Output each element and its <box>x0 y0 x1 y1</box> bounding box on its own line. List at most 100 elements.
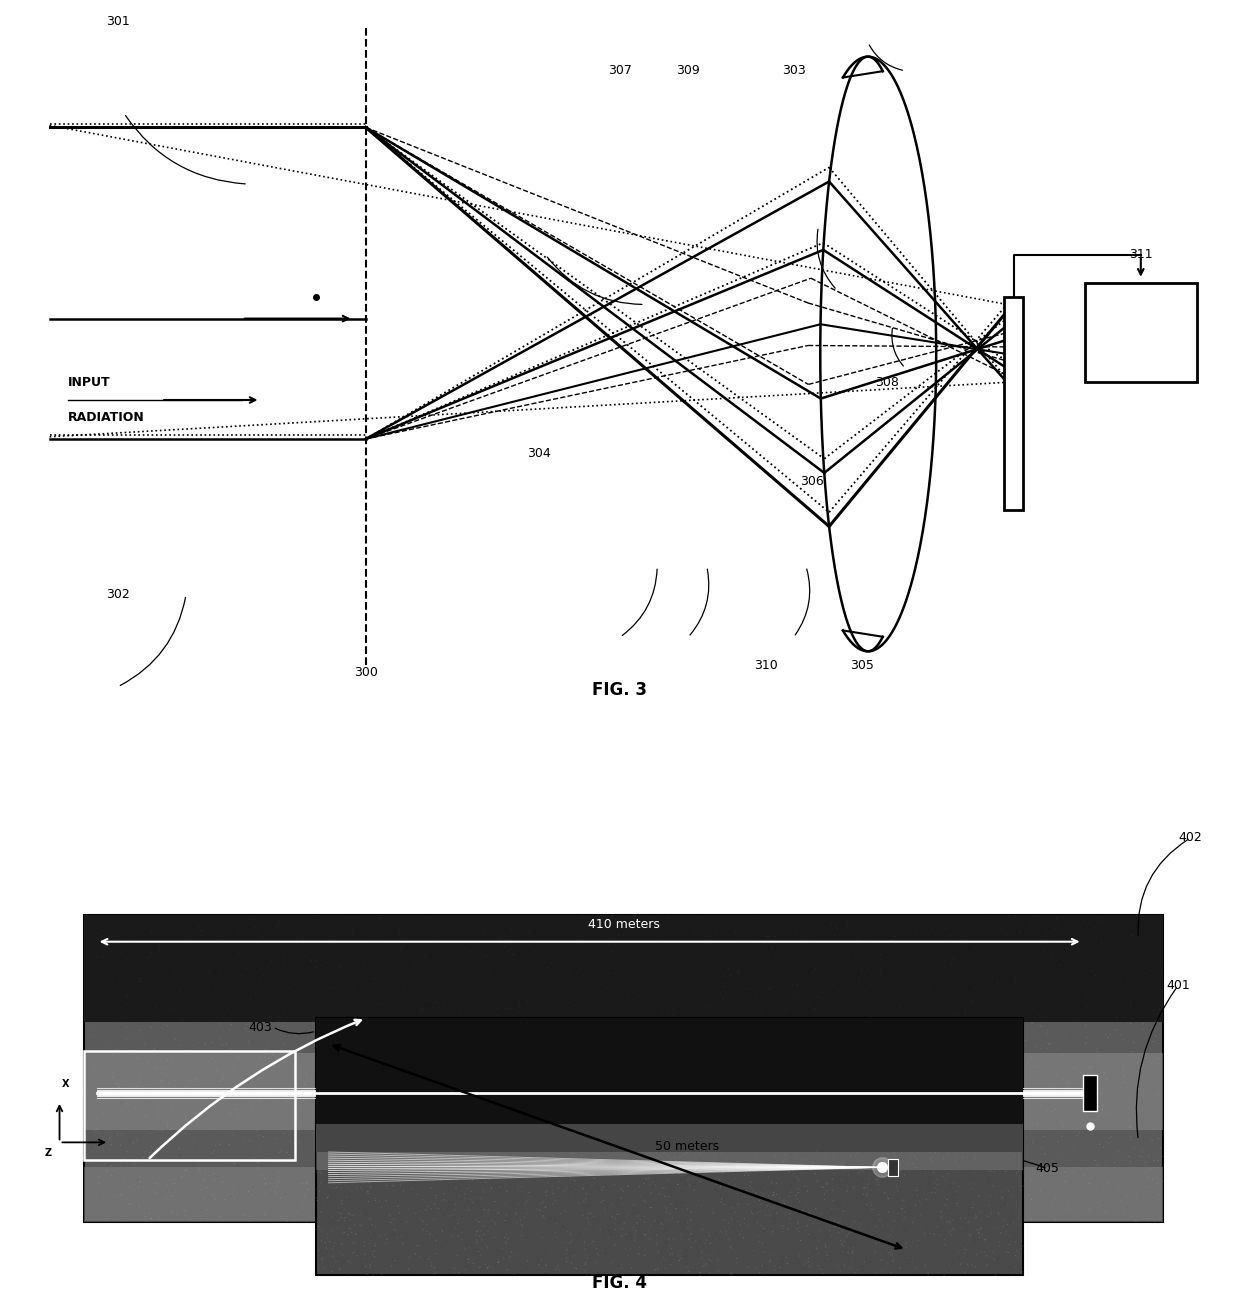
Point <box>960 1237 980 1257</box>
Point <box>422 960 441 981</box>
Point <box>657 1202 677 1222</box>
Point <box>935 1050 955 1070</box>
Point <box>629 1016 649 1037</box>
Point <box>486 913 506 934</box>
Point <box>157 1164 177 1185</box>
Point <box>812 989 832 1009</box>
Point <box>697 1177 717 1198</box>
Point <box>852 960 872 981</box>
Point <box>807 1044 827 1065</box>
Point <box>270 1082 290 1103</box>
Point <box>295 1137 315 1157</box>
Point <box>316 927 336 948</box>
Point <box>825 1066 844 1087</box>
Point <box>854 1186 874 1207</box>
Point <box>553 1202 573 1222</box>
Point <box>335 1118 355 1139</box>
Point <box>667 1237 687 1257</box>
Point <box>804 1238 823 1259</box>
Point <box>205 1073 224 1094</box>
Point <box>542 1031 562 1052</box>
Point <box>815 1052 835 1073</box>
Point <box>883 1251 903 1272</box>
Point <box>875 1151 895 1172</box>
Point <box>998 1151 1018 1172</box>
Point <box>862 1261 882 1282</box>
Point <box>911 1164 931 1185</box>
Point <box>341 908 361 929</box>
Point <box>996 1224 1016 1244</box>
Point <box>1107 1009 1127 1030</box>
Point <box>319 1148 339 1169</box>
Point <box>820 1155 839 1176</box>
Point <box>237 1157 257 1178</box>
Point <box>706 1055 725 1076</box>
Point <box>662 1096 682 1117</box>
Point <box>236 1064 255 1085</box>
Point <box>687 920 707 940</box>
Point <box>946 1008 966 1029</box>
Point <box>1126 1137 1146 1157</box>
Point <box>92 920 112 940</box>
Point <box>248 946 268 966</box>
Point <box>517 1191 537 1212</box>
Point <box>926 1100 946 1121</box>
Point <box>244 917 264 938</box>
Point <box>675 1196 694 1217</box>
Point <box>894 1203 914 1224</box>
Point <box>471 1172 491 1192</box>
Point <box>610 1185 630 1205</box>
Point <box>148 987 167 1008</box>
Point <box>800 1061 820 1082</box>
Point <box>826 1043 846 1064</box>
Point <box>312 965 332 986</box>
Point <box>527 1177 547 1198</box>
Point <box>595 1251 615 1272</box>
Point <box>304 1086 324 1107</box>
Point <box>839 1154 859 1174</box>
Point <box>837 1194 857 1215</box>
Point <box>870 1034 890 1055</box>
Point <box>1035 930 1055 951</box>
Point <box>671 1128 691 1148</box>
Point <box>502 959 522 979</box>
Point <box>766 926 786 947</box>
Point <box>652 1196 672 1217</box>
Point <box>1094 1063 1114 1083</box>
Point <box>525 1096 544 1117</box>
Point <box>358 1026 378 1047</box>
Point <box>443 973 463 994</box>
Point <box>371 1196 391 1217</box>
Point <box>765 1194 785 1215</box>
Point <box>1075 1163 1095 1183</box>
Point <box>268 911 288 931</box>
Point <box>1004 953 1024 974</box>
Point <box>187 905 207 926</box>
Point <box>438 1038 458 1059</box>
Point <box>868 1209 888 1230</box>
Point <box>415 1199 435 1220</box>
Point <box>858 1174 878 1195</box>
Point <box>134 1186 154 1207</box>
Point <box>737 964 756 985</box>
Point <box>649 1121 668 1142</box>
Point <box>250 927 270 948</box>
Point <box>928 1157 947 1178</box>
Point <box>936 1221 956 1242</box>
Point <box>687 1065 707 1086</box>
Point <box>742 1170 761 1191</box>
Point <box>758 1112 777 1133</box>
Point <box>557 1239 577 1260</box>
Point <box>647 1234 667 1255</box>
Point <box>198 979 218 1000</box>
Point <box>801 1052 821 1073</box>
Point <box>420 1059 440 1079</box>
Point <box>384 1257 404 1278</box>
Point <box>489 1052 508 1073</box>
Point <box>589 982 609 1003</box>
Point <box>737 908 756 929</box>
Point <box>837 1218 857 1239</box>
Point <box>413 1220 433 1241</box>
Point <box>413 1189 433 1209</box>
Point <box>322 940 342 961</box>
